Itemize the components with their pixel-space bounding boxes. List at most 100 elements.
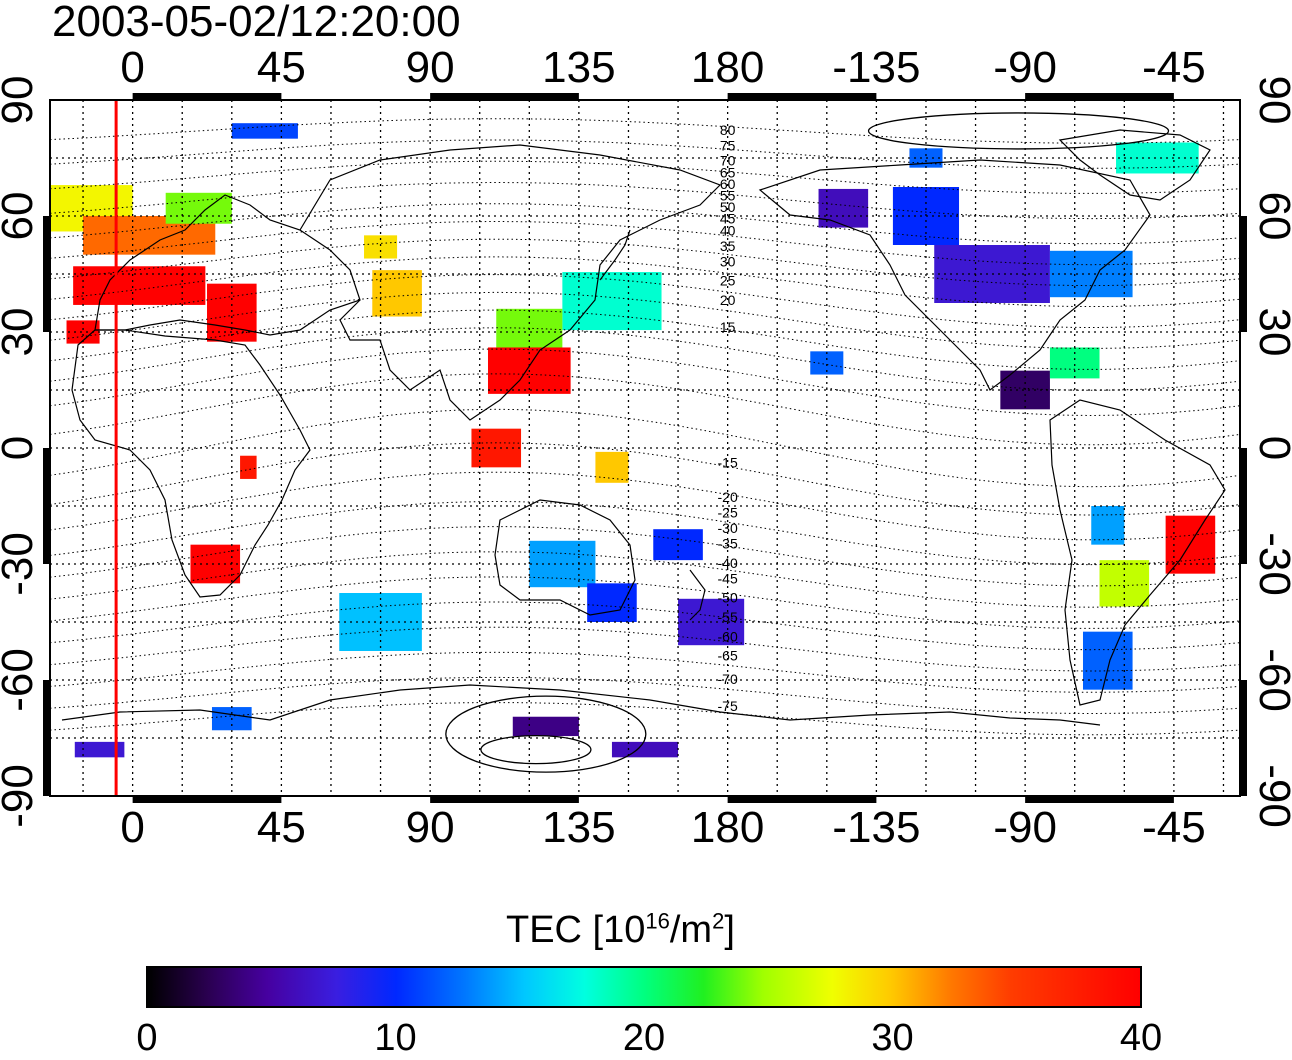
coastline-europe: [94, 194, 361, 336]
contour-label: -65: [718, 648, 738, 664]
x-tick-label-bottom: 45: [257, 803, 306, 852]
magnetic-contour: [50, 576, 1240, 629]
y-tick-label-left: -60: [0, 648, 42, 712]
frame-band-left: [43, 680, 50, 796]
magnetic-contour: [50, 139, 1240, 169]
colorbar-tick-label: 0: [136, 1017, 158, 1059]
tec-patch: [73, 266, 206, 305]
frame-band-right: [1240, 448, 1247, 564]
colorbar-tick-label: 10: [374, 1017, 417, 1059]
coastline-south-america: [1049, 399, 1226, 706]
magnetic-contour: [50, 160, 1240, 194]
x-tick-label-top: -90: [993, 43, 1057, 92]
x-tick-label-top: 90: [406, 43, 455, 92]
frame-band-bottom: [727, 796, 877, 803]
y-tick-label-right: 0: [1250, 436, 1292, 460]
tec-map: 8075706560555045403530252015-15-20-25-30…: [0, 43, 1292, 852]
tec-patch: [1165, 515, 1216, 574]
coastline: [61, 129, 1226, 726]
frame-band-bottom: [1025, 796, 1174, 803]
x-axis-bottom-ticks: 0 45 90 135 180 -135 -90 -45: [120, 803, 1205, 852]
tec-patch: [231, 123, 298, 139]
tec-patch: [372, 270, 422, 317]
colorbar: [146, 966, 1142, 1008]
y-tick-label-left: 30: [0, 308, 42, 357]
tec-patch: [587, 583, 637, 622]
x-tick-label-top: -45: [1142, 43, 1206, 92]
frame-band-top: [430, 93, 579, 100]
frame-band-top: [727, 93, 877, 100]
magnetic-contour: [50, 676, 1240, 715]
magnetic-contour: [50, 651, 1240, 693]
contour-label: -60: [718, 628, 738, 644]
magnetic-contour: [50, 181, 1240, 220]
tec-patch: [611, 741, 679, 758]
contour-label: 30: [720, 253, 736, 269]
colorbar-title-suffix: ]: [724, 909, 735, 951]
magnetic-pole-contour-south-inner: [480, 734, 592, 765]
contour-label: 70: [720, 153, 736, 169]
frame-band-left: [43, 216, 50, 332]
coastline-greenland: [1058, 129, 1211, 201]
x-tick-label-bottom: -90: [993, 803, 1057, 852]
x-tick-label-bottom: -135: [832, 803, 920, 852]
y-tick-label-left: 60: [0, 192, 42, 241]
magnetic-contour: [50, 702, 1240, 736]
contour-label: -70: [718, 671, 738, 687]
tec-patch: [1082, 631, 1133, 690]
y-tick-label-right: 90: [1250, 76, 1292, 125]
y-tick-label-left: 0: [0, 436, 42, 460]
colorbar-tick-label: 40: [1119, 1017, 1163, 1059]
contour-label: -35: [718, 536, 738, 552]
y-tick-label-right: 60: [1250, 192, 1292, 241]
frame-band-left: [43, 448, 50, 564]
contour-label: -20: [718, 489, 738, 505]
tec-patch: [1049, 250, 1133, 298]
colorbar-title-exponent: 16: [645, 908, 670, 934]
contour-label: 65: [720, 164, 736, 180]
y-tick-label-right: 30: [1250, 308, 1292, 357]
colorbar-tick-label: 20: [622, 1017, 666, 1059]
y-axis-left-ticks: 90 60 30 0 -30 -60 -90: [0, 76, 42, 828]
frame-band-right: [1240, 216, 1247, 332]
coastline-japan: [599, 229, 631, 281]
contour-label: -15: [718, 454, 738, 470]
coastline-asia: [299, 144, 722, 421]
tec-patch: [512, 716, 579, 737]
y-tick-label-left: -90: [0, 764, 42, 828]
magnetic-contour: [50, 118, 1240, 144]
tec-patch: [74, 741, 125, 758]
coastline-north-america: [758, 159, 1151, 391]
colorbar-title-unit-exponent: 2: [712, 908, 725, 934]
magnetic-contour: [50, 327, 1240, 391]
colorbar-title-unit: /m: [669, 909, 713, 951]
contour-label: 45: [720, 211, 736, 227]
magnetic-contour: [50, 203, 1240, 245]
tec-patch: [1116, 142, 1199, 174]
tec-patch: [818, 188, 869, 228]
contour-label: 80: [720, 122, 736, 138]
x-tick-label-bottom: 90: [406, 803, 455, 852]
x-tick-label-top: 135: [542, 43, 615, 92]
tec-patch: [1091, 506, 1125, 545]
magnetic-pole-contour-north: [867, 112, 1170, 150]
contour-label: 40: [720, 222, 736, 238]
contour-label: 20: [720, 292, 736, 308]
contour-label: -25: [718, 505, 738, 521]
contour-label: 15: [720, 319, 736, 335]
tec-patch: [240, 455, 257, 479]
colorbar-tick-label: 30: [871, 1017, 914, 1059]
coastline-new-zealand: [689, 569, 706, 621]
colorbar-title-prefix: TEC [10: [506, 909, 646, 951]
y-tick-label-right: -30: [1250, 532, 1292, 596]
frame-band-right: [1240, 680, 1247, 796]
tec-patch: [595, 451, 629, 483]
y-tick-label-left: 90: [0, 76, 42, 125]
x-tick-label-bottom: 180: [691, 803, 764, 852]
contour-label: -40: [718, 555, 738, 571]
y-tick-label-right: -60: [1250, 648, 1292, 712]
tec-patch: [364, 235, 398, 259]
contour-label: -30: [718, 520, 738, 536]
magnetic-contour: [50, 471, 1240, 541]
magnetic-contour: [50, 309, 1240, 370]
